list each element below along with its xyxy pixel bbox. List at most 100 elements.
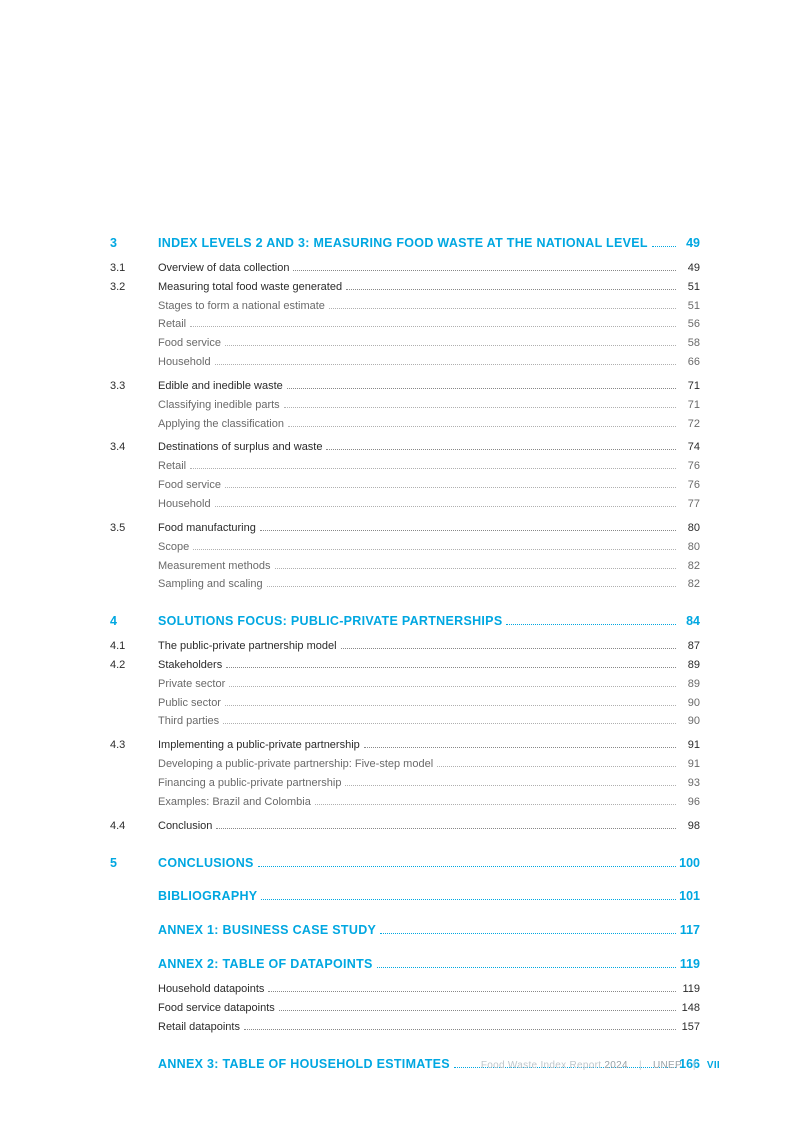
toc-page-number: 119 (678, 982, 700, 997)
toc-number: 4.2 (110, 658, 158, 673)
toc-leader (244, 1029, 676, 1030)
toc-title: Conclusion (158, 819, 212, 834)
toc-leader (293, 270, 676, 271)
toc-leader (268, 991, 676, 992)
toc-leader (223, 723, 676, 724)
toc-row[interactable]: 3.1Overview of data collection49 (110, 261, 700, 276)
toc-row[interactable]: 4.1The public-private partnership model8… (110, 639, 700, 654)
toc-title: Food manufacturing (158, 521, 256, 536)
toc-row[interactable]: 3.2Measuring total food waste generated5… (110, 280, 700, 295)
toc-number: 4 (110, 613, 158, 630)
toc-title: Measuring total food waste generated (158, 280, 342, 295)
footer-org: UNEP (653, 1060, 682, 1071)
toc-row[interactable]: 4.4Conclusion 98 (110, 819, 700, 834)
toc-row[interactable]: Food service76 (110, 478, 700, 493)
toc-row[interactable]: 5CONCLUSIONS100 (110, 855, 700, 872)
toc-title: Public sector (158, 696, 221, 711)
toc-leader (346, 289, 676, 290)
toc-page-number: 77 (678, 497, 700, 512)
toc-leader (258, 866, 676, 867)
toc-page-number: 80 (678, 540, 700, 555)
toc-row[interactable]: Retail56 (110, 317, 700, 332)
toc-row[interactable]: Developing a public-private partnership:… (110, 757, 700, 772)
toc-page-number: 101 (678, 888, 700, 905)
toc-number: 4.4 (110, 819, 158, 834)
toc-leader (380, 933, 676, 934)
toc-row[interactable]: Third parties90 (110, 714, 700, 729)
toc-page-number: 66 (678, 355, 700, 370)
toc-row[interactable]: BIBLIOGRAPHY101 (110, 888, 700, 905)
toc-row[interactable]: 4.2Stakeholders89 (110, 658, 700, 673)
toc-leader (260, 530, 676, 531)
toc-row[interactable]: 3.4Destinations of surplus and waste74 (110, 440, 700, 455)
toc-page-number: 49 (678, 235, 700, 252)
toc-row[interactable]: Scope80 (110, 540, 700, 555)
toc-leader (267, 586, 676, 587)
toc-page-number: 84 (678, 613, 700, 630)
toc-page-number: 98 (678, 819, 700, 834)
toc-row[interactable]: 4SOLUTIONS FOCUS: PUBLIC-PRIVATE PARTNER… (110, 613, 700, 630)
toc-row[interactable]: Measurement methods82 (110, 559, 700, 574)
toc-row[interactable]: Financing a public-private partnership93 (110, 776, 700, 791)
toc-page-number: 148 (678, 1001, 700, 1016)
toc-page-number: 76 (678, 459, 700, 474)
toc-row[interactable]: ANNEX 2: TABLE OF DATAPOINTS119 (110, 956, 700, 973)
toc-row[interactable]: Applying the classification72 (110, 417, 700, 432)
toc-leader (225, 345, 676, 346)
toc-row[interactable]: Household datapoints119 (110, 982, 700, 997)
toc-leader (288, 426, 676, 427)
toc-page-number: 51 (678, 299, 700, 314)
toc-leader (229, 686, 676, 687)
toc-number: 3.2 (110, 280, 158, 295)
toc-page-number: 71 (678, 379, 700, 394)
toc-title: ANNEX 2: TABLE OF DATAPOINTS (158, 956, 373, 973)
toc-page-number: 91 (678, 738, 700, 753)
toc-number: 4.3 (110, 738, 158, 753)
toc-row[interactable]: Food service58 (110, 336, 700, 351)
toc-row[interactable]: Sampling and scaling82 (110, 577, 700, 592)
toc-page-number: 80 (678, 521, 700, 536)
toc-row[interactable]: ANNEX 1: BUSINESS CASE STUDY117 (110, 922, 700, 939)
toc-row[interactable]: Classifying inedible parts71 (110, 398, 700, 413)
toc-leader (506, 624, 676, 625)
toc-leader (652, 246, 676, 247)
toc-row[interactable]: Retail datapoints157 (110, 1020, 700, 1035)
toc-number: 3.5 (110, 521, 158, 536)
toc-row[interactable]: 3INDEX LEVELS 2 AND 3: MEASURING FOOD WA… (110, 235, 700, 252)
toc-page-number: 90 (678, 714, 700, 729)
footer-separator: | (693, 1060, 696, 1071)
toc-number: 4.1 (110, 639, 158, 654)
toc-leader (287, 388, 676, 389)
toc-row[interactable]: Stages to form a national estimate51 (110, 299, 700, 314)
toc-row[interactable]: Public sector 90 (110, 696, 700, 711)
toc-row[interactable]: Retail76 (110, 459, 700, 474)
toc-title: Edible and inedible waste (158, 379, 283, 394)
toc-page-number: 87 (678, 639, 700, 654)
toc-leader (190, 468, 676, 469)
toc-title: Food service (158, 478, 221, 493)
toc-leader (225, 705, 676, 706)
toc-leader (226, 667, 676, 668)
toc-row[interactable]: Examples: Brazil and Colombia96 (110, 795, 700, 810)
toc-leader (193, 549, 676, 550)
toc-row[interactable]: Food service datapoints148 (110, 1001, 700, 1016)
toc-row[interactable]: 3.5Food manufacturing 80 (110, 521, 700, 536)
toc-page-number: 96 (678, 795, 700, 810)
toc-leader (364, 747, 676, 748)
toc-title: Retail (158, 317, 186, 332)
toc-page-number: 90 (678, 696, 700, 711)
toc-container: 3INDEX LEVELS 2 AND 3: MEASURING FOOD WA… (110, 235, 700, 1072)
toc-title: SOLUTIONS FOCUS: PUBLIC-PRIVATE PARTNERS… (158, 613, 502, 630)
toc-row[interactable]: 4.3Implementing a public-private partner… (110, 738, 700, 753)
toc-leader (190, 326, 676, 327)
toc-page-number: 71 (678, 398, 700, 413)
toc-row[interactable]: 3.3Edible and inedible waste71 (110, 379, 700, 394)
toc-page-number: 58 (678, 336, 700, 351)
toc-row[interactable]: Private sector89 (110, 677, 700, 692)
toc-title: Household (158, 497, 211, 512)
toc-title: Developing a public-private partnership:… (158, 757, 433, 772)
toc-row[interactable]: Household66 (110, 355, 700, 370)
toc-row[interactable]: Household 77 (110, 497, 700, 512)
toc-leader (329, 308, 676, 309)
toc-number: 5 (110, 855, 158, 872)
